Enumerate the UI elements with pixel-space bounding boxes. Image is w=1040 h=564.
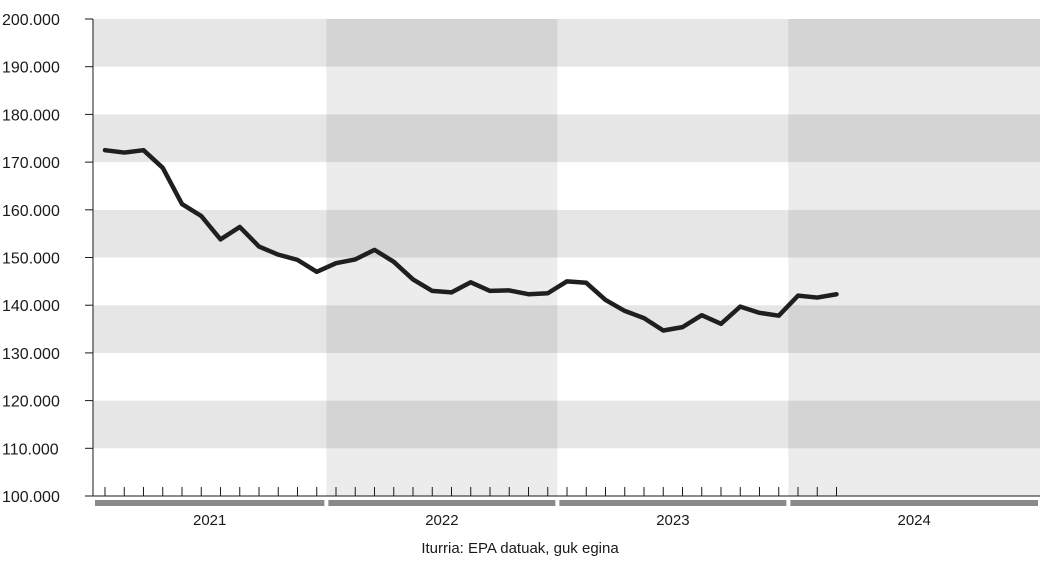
y-tick-label: 140.000: [2, 298, 60, 315]
year-label: 2024: [898, 512, 931, 529]
grid-band: [93, 19, 1040, 67]
source-note: Iturria: EPA datuak, guk egina: [421, 540, 619, 557]
grid-band: [93, 209, 1040, 258]
grid-band: [93, 400, 1040, 449]
y-tick-label: 190.000: [2, 60, 60, 77]
grid-band: [93, 305, 1040, 353]
x-axis-ticks: [104, 487, 837, 496]
series-line: [102, 147, 839, 333]
grid-band: [93, 352, 1040, 401]
year-label: 2021: [193, 512, 226, 529]
year-bar: [95, 500, 325, 506]
y-tick-label: 150.000: [2, 251, 60, 268]
y-tick-label: 180.000: [2, 107, 60, 124]
year-label: 2022: [425, 512, 458, 529]
year-bar: [559, 500, 787, 506]
y-axis-ticks: 100.000 110.000 120.000 130.000 140.000 150.0…: [2, 12, 93, 506]
grid-band: [93, 66, 1040, 115]
year-bars: 2021 2022 2023 2024: [95, 500, 1038, 529]
y-tick-label: 170.000: [2, 155, 60, 172]
y-tick-label: 200.000: [2, 12, 60, 29]
y-tick-label: 120.000: [2, 394, 60, 411]
grid-band: [93, 114, 1040, 163]
year-label: 2023: [656, 512, 689, 529]
year-shade: [788, 19, 1040, 496]
year-shade: [326, 19, 558, 496]
year-shading: [326, 19, 1040, 496]
year-bar: [328, 500, 556, 506]
y-tick-label: 130.000: [2, 346, 60, 363]
series-lines: [102, 147, 839, 333]
y-tick-label: 110.000: [2, 441, 59, 458]
y-tick-label: 160.000: [2, 203, 60, 220]
y-tick-label: 100.000: [2, 489, 60, 506]
grid-band: [93, 162, 1040, 210]
year-bar: [790, 500, 1038, 506]
